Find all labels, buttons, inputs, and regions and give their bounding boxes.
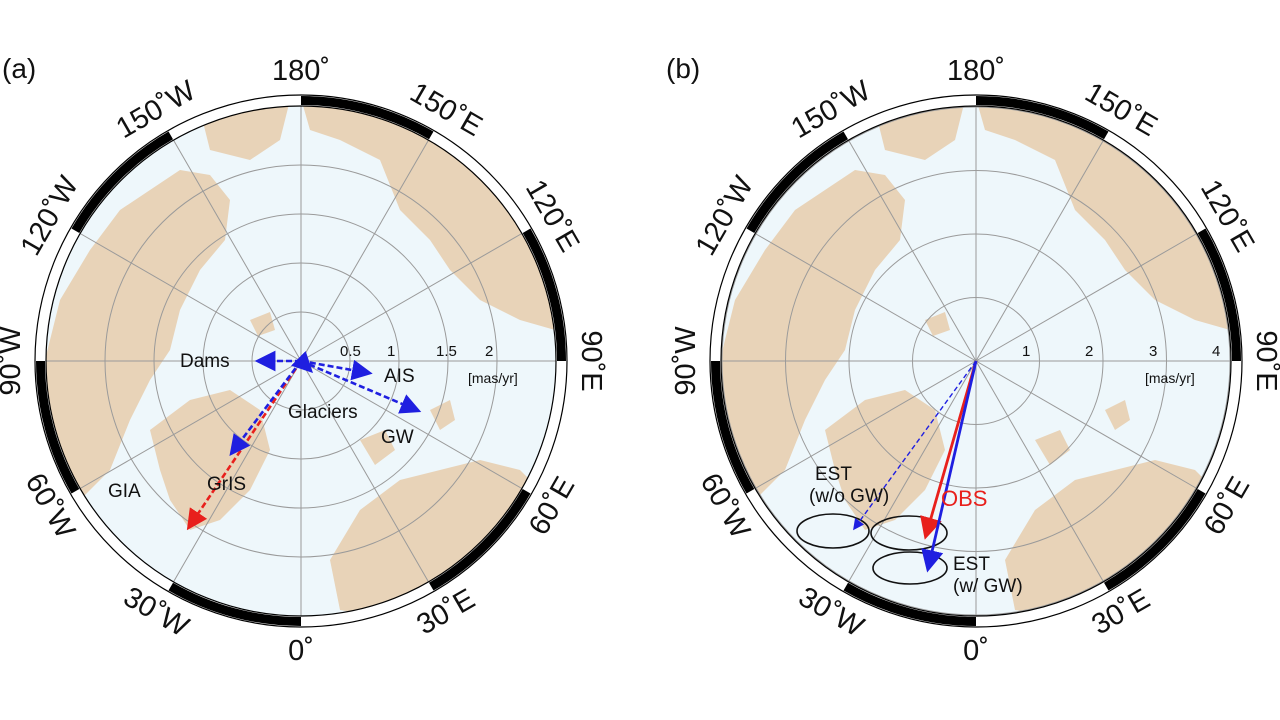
longitude-label: 120˚E — [519, 174, 585, 257]
outer-frame — [34, 94, 568, 628]
longitude-label: 30˚E — [411, 583, 480, 641]
vectors — [186, 350, 422, 531]
vector-labels: OBS EST (w/ GW) EST (w/o GW) — [809, 464, 1023, 597]
longitude-label: 90˚E — [1250, 330, 1280, 391]
meridian-line — [300, 139, 429, 362]
vector-labels: GIA GrIS Dams AIS GW Glaciers — [108, 351, 415, 502]
meridian-line — [975, 360, 1104, 583]
scale-tick-label: 4 — [1212, 343, 1220, 360]
frame-segment — [71, 131, 174, 234]
vector-label-est-wo-gw: EST (w/o GW) — [809, 464, 889, 507]
land-islands — [925, 312, 1130, 465]
vector-label-glaciers: Glaciers — [288, 402, 358, 423]
ellipse-obs — [870, 515, 948, 551]
meridian-line — [975, 233, 1198, 362]
vector-label-gris: GrIS — [207, 474, 246, 495]
meridian-line — [173, 139, 302, 362]
frame-segment — [300, 96, 434, 140]
graticule — [721, 106, 1231, 616]
meridian-line — [754, 233, 977, 362]
scale-labels: 1 2 3 4 [mas/yr] — [1022, 343, 1220, 386]
frame-segment — [711, 360, 755, 494]
longitude-label: 180˚ — [947, 55, 1005, 87]
scale-unit: [mas/yr] — [468, 370, 518, 386]
meridian-line — [79, 360, 302, 489]
graticule — [46, 106, 556, 616]
vector-label-ais: AIS — [384, 366, 415, 387]
vector-label-obs: OBS — [941, 486, 987, 511]
vector-arrow — [921, 360, 978, 573]
scale-tick-label: 1.5 — [436, 343, 457, 360]
vector-label-gw: GW — [381, 427, 414, 448]
frame-inner-line — [720, 105, 1232, 617]
frame-segment — [168, 582, 302, 626]
frame-segment — [746, 131, 849, 234]
meridian-line — [975, 139, 1104, 362]
longitude-label: 90˚W — [670, 326, 702, 396]
vector-label-dams: Dams — [180, 351, 230, 372]
meridian-line — [300, 360, 429, 583]
vector-arrow — [920, 360, 978, 540]
vector-label-gia: GIA — [108, 481, 141, 502]
uncertainty-ellipses — [796, 513, 948, 585]
panel-label: (b) — [666, 53, 700, 84]
meridian-line — [848, 139, 977, 362]
vector-arrow — [290, 350, 313, 373]
ellipse-est-wo-gw — [796, 513, 870, 549]
meridian-line — [848, 360, 977, 583]
frame-segment — [522, 228, 566, 362]
ellipse-est-w-gw — [872, 551, 948, 585]
frame-segment — [428, 488, 531, 591]
outer-frame — [709, 94, 1243, 628]
scale-tick-label: 1 — [387, 343, 395, 360]
land-masses — [721, 106, 1231, 616]
scale-tick-label: 2 — [1085, 343, 1093, 360]
frame-inner-line — [45, 105, 557, 617]
meridian-line — [300, 233, 523, 362]
longitude-label: 150˚E — [404, 77, 487, 143]
meridian-line — [300, 360, 523, 489]
vector-arrow — [300, 359, 422, 414]
meridian-line — [173, 360, 302, 583]
meridian-line — [975, 360, 1198, 489]
frame-outer-line — [709, 94, 1243, 628]
vector-label-est-w-gw: EST (w/ GW) — [953, 554, 1023, 597]
scale-unit: [mas/yr] — [1145, 370, 1195, 386]
vector-arrow — [853, 360, 977, 531]
vectors — [853, 360, 978, 573]
scale-labels: 0.5 1 1.5 2 [mas/yr] — [340, 343, 518, 386]
land-north-america — [46, 170, 230, 500]
scale-tick-label: 3 — [1149, 343, 1157, 360]
land-greenland — [825, 390, 945, 530]
frame-segment — [1197, 228, 1241, 362]
longitude-label: 30˚E — [1086, 583, 1155, 641]
scale-tick-label: 2 — [485, 343, 493, 360]
frame-segment — [1103, 488, 1206, 591]
longitude-label: 0˚ — [963, 635, 989, 667]
frame-segment — [975, 96, 1109, 140]
longitude-label: 180˚ — [272, 55, 330, 87]
longitude-label: 0˚ — [288, 635, 314, 667]
meridian-line — [754, 360, 977, 489]
longitude-label: 60˚E — [1198, 471, 1256, 540]
frame-segment — [36, 360, 80, 494]
longitude-label: 150˚E — [1079, 77, 1162, 143]
scale-tick-label: 1 — [1022, 343, 1030, 360]
frame-segment — [843, 582, 977, 626]
vector-arrow — [229, 360, 303, 456]
meridian-line — [79, 233, 302, 362]
land-north-america — [721, 170, 905, 500]
scale-tick-label: 0.5 — [340, 343, 361, 360]
map-disc — [709, 94, 1243, 628]
frame-outer-line — [34, 94, 568, 628]
longitude-label: 90˚E — [575, 330, 607, 391]
land-islands — [250, 312, 455, 465]
longitude-label: 60˚E — [523, 471, 581, 540]
panel-label: (a) — [2, 53, 36, 84]
longitude-label: 120˚E — [1194, 174, 1260, 257]
longitude-label: 90˚W — [0, 326, 27, 396]
